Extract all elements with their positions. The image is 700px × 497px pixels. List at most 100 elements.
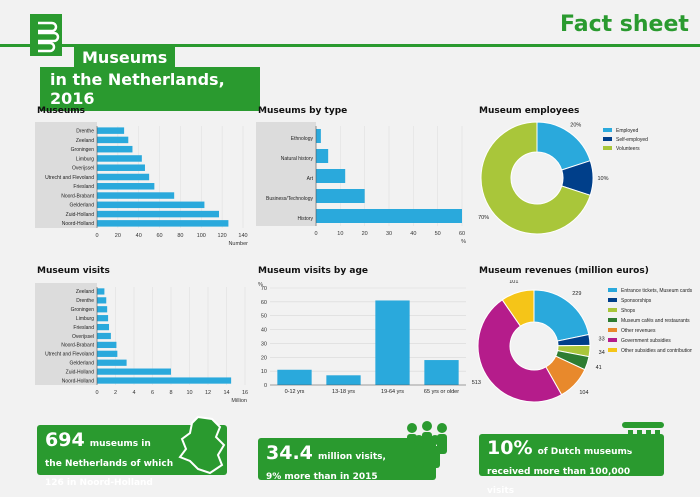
museums-bar-chart: 0 20 40 60 80 100 120 140 Drenthe Zeeland Groninge… (35, 122, 248, 247)
category-label: Gelderland (70, 361, 95, 367)
bar (97, 368, 171, 375)
bar (97, 306, 108, 313)
bar (97, 220, 229, 227)
bar (316, 209, 462, 223)
category-label: 0-12 yrs (285, 389, 305, 395)
slice-value-label: 20% (570, 123, 581, 129)
donut-slice (480, 121, 591, 235)
category-label: Art (307, 176, 314, 182)
bar (97, 192, 175, 199)
category-label: Noord-Brabant (61, 193, 94, 199)
slice-value-label: 513 (472, 380, 481, 386)
tick-label: 0 (314, 231, 317, 237)
visits-bar-chart: 0 2 4 6 8 10 12 14 16 Zeeland Drenthe Groningen Limb… (35, 283, 248, 404)
bar (97, 145, 133, 153)
category-band (35, 283, 97, 385)
donut-slice (533, 289, 590, 342)
category-label: 13-18 yrs (332, 389, 355, 395)
visits-chart-title: Museum visits (37, 266, 110, 276)
tick-label: 40 (410, 231, 416, 237)
category-label: Natural history (281, 156, 314, 162)
age-chart-title: Museum visits by age (258, 266, 368, 276)
tick-label: 4 (132, 390, 135, 396)
category-label: Limburg (76, 316, 94, 322)
topic-title-line2: in the Netherlands, 2016 (40, 67, 260, 111)
tick-label: 100 (197, 233, 206, 239)
category-label: Utrecht and Flevoland (45, 352, 94, 358)
category-label: Zeeland (76, 138, 94, 144)
legend-swatch (608, 328, 617, 332)
bar (277, 369, 312, 385)
type-chart-title: Museums by type (258, 106, 348, 116)
tick-label: 20 (261, 355, 267, 361)
category-label: Friesland (73, 184, 94, 190)
museum-count-text3: 126 in Noord-Holland (45, 478, 153, 488)
bar (97, 332, 111, 340)
tick-label: 10 (337, 231, 343, 237)
tick-label: 40 (261, 328, 267, 334)
legend-label: Entrance tickets, Museum cards (621, 288, 692, 294)
visits-text2: 9% more than in 2015 (266, 472, 378, 482)
slice-value-label: 101 (509, 280, 518, 285)
museum-count-number: 694 (45, 429, 85, 451)
topic-title-line1: Museums (74, 46, 176, 69)
donut-slice (501, 289, 535, 327)
category-label: 65 yrs or older (424, 389, 459, 395)
bar (97, 315, 109, 322)
legend-swatch (608, 318, 617, 322)
tick-label: 80 (177, 233, 183, 239)
category-label: Gelderland (70, 203, 95, 209)
legend-swatch (603, 146, 612, 150)
large-museums-text1: of Dutch museums (537, 447, 633, 457)
tick-label: 20 (115, 233, 121, 239)
visits-stat: 34.4 million visits, 9% more than in 201… (258, 438, 436, 482)
legend-label: Sponsorships (621, 298, 652, 304)
bar (97, 341, 117, 349)
legend-swatch (608, 308, 617, 312)
bar (97, 359, 127, 366)
legend-swatch (603, 128, 612, 132)
page-title: Fact sheet (560, 12, 689, 37)
category-label: Zuid-Holland (66, 212, 95, 218)
tick-label: 50 (435, 231, 441, 237)
bar (316, 169, 346, 183)
legend-label: Self-employed (616, 137, 648, 143)
slice-value-label: 229 (572, 291, 581, 297)
bar (97, 323, 110, 331)
bar (97, 201, 205, 209)
bar (97, 210, 220, 218)
category-label: Drenthe (76, 298, 94, 304)
category-label: Overijssel (72, 334, 94, 340)
bar (97, 350, 118, 357)
legend-label: Other revenues (621, 328, 656, 334)
tick-label: 0 (264, 383, 267, 389)
tick-label: 50 (261, 314, 267, 320)
category-label: Overijssel (72, 166, 94, 172)
category-band (35, 122, 97, 228)
category-label: Zeeland (76, 289, 94, 295)
type-bar-chart: 0 10 20 30 40 50 60 Ethnology Natural history Art… (256, 122, 466, 245)
axis-label: % (461, 239, 466, 245)
category-label: Groningen (71, 147, 95, 153)
legend-swatch (608, 338, 617, 342)
donut-slice (477, 299, 563, 403)
legend-label: Other subsidies and contributions (621, 348, 692, 354)
visits-number: 34.4 (266, 442, 313, 464)
employees-donut-chart: 20% 10% 70% Employed Self-employed Volunteers (478, 121, 648, 235)
museums-chart-title: Museums (37, 106, 85, 116)
large-museums-text2: received more than 100,000 visits (487, 467, 631, 496)
tick-label: 14 (223, 390, 229, 396)
axis-label: Million (231, 398, 247, 404)
tick-label: 10 (186, 390, 192, 396)
visits-text1: million visits, (317, 452, 386, 462)
tick-label: 30 (261, 341, 267, 347)
axis-label: % (258, 282, 263, 288)
bar (97, 127, 125, 134)
tick-label: 60 (459, 231, 465, 237)
column-icon (622, 422, 664, 450)
tick-label: 140 (238, 233, 247, 239)
bar (316, 189, 365, 203)
bar (97, 377, 232, 384)
large-museums-stat: 10% of Dutch museums received more than … (479, 434, 664, 496)
